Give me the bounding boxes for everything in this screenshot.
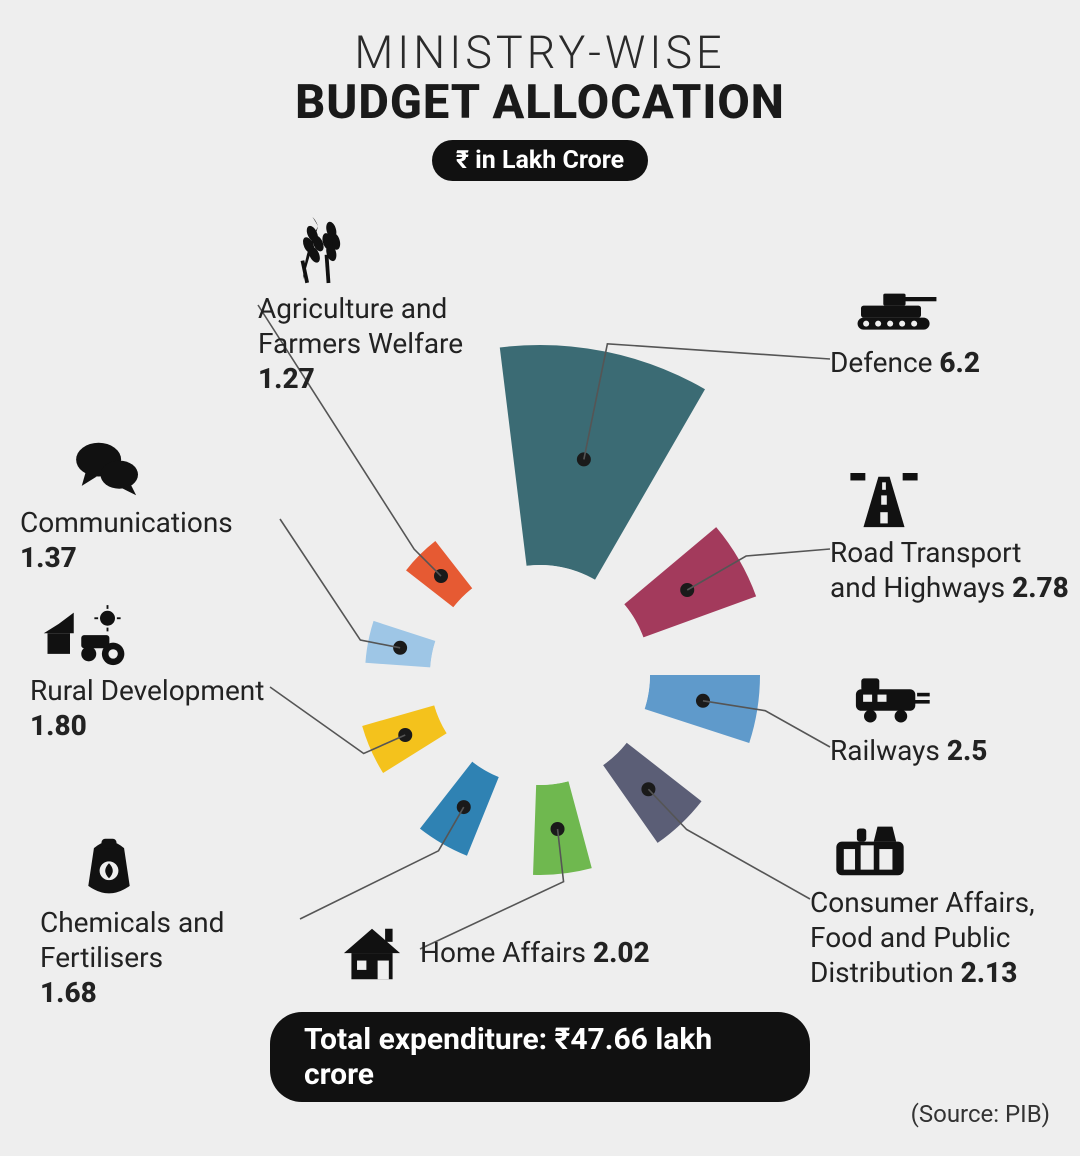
title-line-1: MINISTRY-WISE bbox=[0, 26, 1080, 79]
sack-icon bbox=[80, 835, 138, 899]
center-hole bbox=[430, 565, 650, 785]
slice-value: 2.78 bbox=[1012, 571, 1069, 604]
slice-label-text: Road Transport and Highways bbox=[830, 536, 1021, 604]
total-pill: Total expenditure: ₹47.66 lakh crore bbox=[270, 1012, 810, 1102]
slice-label-text: Railways bbox=[830, 734, 947, 767]
house-icon bbox=[340, 925, 404, 983]
title-line-2: BUDGET ALLOCATION bbox=[0, 75, 1080, 130]
basket-icon bbox=[830, 821, 910, 879]
pie-slice bbox=[500, 345, 705, 580]
pie-slice bbox=[645, 675, 760, 743]
slice-label: Agriculture and Farmers Welfare1.27 bbox=[258, 291, 468, 396]
slice-value: 1.37 bbox=[20, 541, 77, 574]
train-icon bbox=[848, 673, 934, 727]
slice-value: 2.5 bbox=[947, 734, 988, 767]
wheat-icon bbox=[284, 213, 354, 285]
slice-value: 1.80 bbox=[30, 709, 87, 742]
slice-label: Chemicals and Fertilisers1.68 bbox=[40, 905, 300, 1010]
slice-label-text: Communications bbox=[20, 506, 233, 539]
slice-label: Consumer Affairs, Food and Public Distri… bbox=[810, 885, 1070, 990]
slice-label: Communications1.37 bbox=[20, 505, 280, 575]
polar-chart: Defence 6.2 Road Transport and Highways 2… bbox=[0, 185, 1080, 965]
slice-label-text: Chemicals and Fertilisers bbox=[40, 906, 224, 974]
farm-icon bbox=[40, 605, 130, 669]
chat-icon bbox=[72, 439, 144, 499]
tank-icon bbox=[852, 285, 942, 333]
slice-label: Defence 6.2 bbox=[830, 345, 1070, 380]
road-icon bbox=[848, 473, 920, 529]
slice-value: 2.02 bbox=[593, 936, 650, 969]
source-label: (Source: PIB) bbox=[911, 1100, 1050, 1128]
slice-value: 2.13 bbox=[961, 956, 1018, 989]
slice-label-text: Rural Development bbox=[30, 674, 264, 707]
slice-label-text: Agriculture and Farmers Welfare bbox=[258, 292, 463, 360]
slice-value: 1.68 bbox=[40, 976, 97, 1009]
unit-pill: ₹ in Lakh Crore bbox=[432, 140, 648, 181]
slice-label-text: Defence bbox=[830, 346, 939, 379]
slice-value: 1.27 bbox=[258, 362, 315, 395]
slice-label: Road Transport and Highways 2.78 bbox=[830, 535, 1070, 605]
slice-label-text: Home Affairs bbox=[420, 936, 593, 969]
slice-value: 6.2 bbox=[939, 346, 980, 379]
slice-label: Rural Development1.80 bbox=[30, 673, 270, 743]
title-block: MINISTRY-WISE BUDGET ALLOCATION ₹ in Lak… bbox=[0, 0, 1080, 181]
pie-slice bbox=[624, 527, 756, 637]
slice-label: Railways 2.5 bbox=[830, 733, 1070, 768]
slice-label: Home Affairs 2.02 bbox=[420, 935, 660, 970]
